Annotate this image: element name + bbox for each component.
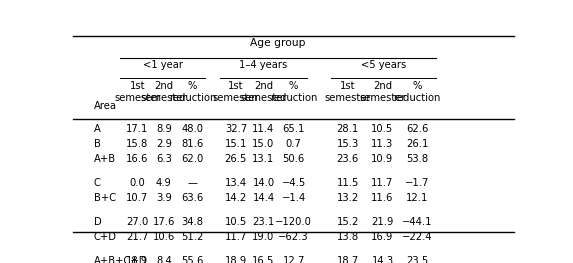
Text: −1.7: −1.7 xyxy=(405,178,429,188)
Text: 11.6: 11.6 xyxy=(371,193,394,203)
Text: 21.7: 21.7 xyxy=(126,232,148,242)
Text: —: — xyxy=(187,178,198,188)
Text: 21.9: 21.9 xyxy=(371,217,394,227)
Text: 18.7: 18.7 xyxy=(337,256,359,263)
Text: 16.5: 16.5 xyxy=(252,256,274,263)
Text: 13.8: 13.8 xyxy=(337,232,359,242)
Text: 15.8: 15.8 xyxy=(126,139,148,149)
Text: 23.5: 23.5 xyxy=(406,256,428,263)
Text: 28.1: 28.1 xyxy=(337,124,359,134)
Text: <1 year: <1 year xyxy=(143,60,183,70)
Text: 2.9: 2.9 xyxy=(156,139,172,149)
Text: 10.7: 10.7 xyxy=(126,193,148,203)
Text: 26.1: 26.1 xyxy=(406,139,428,149)
Text: 15.2: 15.2 xyxy=(337,217,359,227)
Text: 23.1: 23.1 xyxy=(252,217,274,227)
Text: %
reduction: % reduction xyxy=(168,81,216,103)
Text: 2nd
semester: 2nd semester xyxy=(240,81,286,103)
Text: 51.2: 51.2 xyxy=(181,232,203,242)
Text: A+B+C+D: A+B+C+D xyxy=(94,256,147,263)
Text: 12.1: 12.1 xyxy=(406,193,428,203)
Text: 62.6: 62.6 xyxy=(406,124,428,134)
Text: 53.8: 53.8 xyxy=(406,154,428,164)
Text: 14.3: 14.3 xyxy=(371,256,394,263)
Text: 63.6: 63.6 xyxy=(181,193,203,203)
Text: 3.9: 3.9 xyxy=(156,193,172,203)
Text: 1st
semester: 1st semester xyxy=(114,81,160,103)
Text: 34.8: 34.8 xyxy=(182,217,203,227)
Text: 8.4: 8.4 xyxy=(156,256,172,263)
Text: %
reduction: % reduction xyxy=(394,81,441,103)
Text: 18.9: 18.9 xyxy=(225,256,247,263)
Text: D: D xyxy=(94,217,101,227)
Text: Age group: Age group xyxy=(250,38,306,48)
Text: 32.7: 32.7 xyxy=(225,124,247,134)
Text: 11.4: 11.4 xyxy=(252,124,274,134)
Text: 13.4: 13.4 xyxy=(225,178,247,188)
Text: 19.0: 19.0 xyxy=(252,232,274,242)
Text: −22.4: −22.4 xyxy=(402,232,433,242)
Text: A+B: A+B xyxy=(94,154,116,164)
Text: 4.9: 4.9 xyxy=(156,178,172,188)
Text: −1.4: −1.4 xyxy=(281,193,306,203)
Text: 15.3: 15.3 xyxy=(337,139,359,149)
Text: 13.1: 13.1 xyxy=(252,154,274,164)
Text: 2nd
semester: 2nd semester xyxy=(359,81,406,103)
Text: 48.0: 48.0 xyxy=(182,124,203,134)
Text: 15.1: 15.1 xyxy=(225,139,247,149)
Text: 15.0: 15.0 xyxy=(252,139,274,149)
Text: 0.7: 0.7 xyxy=(286,139,301,149)
Text: 0.0: 0.0 xyxy=(129,178,145,188)
Text: 10.9: 10.9 xyxy=(371,154,394,164)
Text: 11.3: 11.3 xyxy=(371,139,394,149)
Text: 65.1: 65.1 xyxy=(282,124,305,134)
Text: 2nd
semester: 2nd semester xyxy=(141,81,187,103)
Text: 14.0: 14.0 xyxy=(252,178,274,188)
Text: 6.3: 6.3 xyxy=(156,154,172,164)
Text: −62.3: −62.3 xyxy=(278,232,309,242)
Text: 1st
semester: 1st semester xyxy=(213,81,259,103)
Text: 1–4 years: 1–4 years xyxy=(239,60,288,70)
Text: 23.6: 23.6 xyxy=(337,154,359,164)
Text: 10.5: 10.5 xyxy=(225,217,247,227)
Text: %
reduction: % reduction xyxy=(270,81,317,103)
Text: 27.0: 27.0 xyxy=(126,217,148,227)
Text: 16.6: 16.6 xyxy=(126,154,148,164)
Text: 17.6: 17.6 xyxy=(153,217,175,227)
Text: <5 years: <5 years xyxy=(360,60,406,70)
Text: 55.6: 55.6 xyxy=(181,256,203,263)
Text: 10.5: 10.5 xyxy=(371,124,394,134)
Text: A: A xyxy=(94,124,101,134)
Text: −44.1: −44.1 xyxy=(402,217,433,227)
Text: 17.1: 17.1 xyxy=(126,124,148,134)
Text: 26.5: 26.5 xyxy=(225,154,247,164)
Text: 11.7: 11.7 xyxy=(371,178,394,188)
Text: −4.5: −4.5 xyxy=(281,178,306,188)
Text: 10.6: 10.6 xyxy=(153,232,175,242)
Text: 11.5: 11.5 xyxy=(337,178,359,188)
Text: 14.2: 14.2 xyxy=(225,193,247,203)
Text: C+D: C+D xyxy=(94,232,117,242)
Text: 81.6: 81.6 xyxy=(181,139,203,149)
Text: 62.0: 62.0 xyxy=(181,154,203,164)
Text: 50.6: 50.6 xyxy=(282,154,305,164)
Text: 18.9: 18.9 xyxy=(126,256,148,263)
Text: B+C: B+C xyxy=(94,193,116,203)
Text: 8.9: 8.9 xyxy=(156,124,172,134)
Text: 13.2: 13.2 xyxy=(337,193,359,203)
Text: B: B xyxy=(94,139,101,149)
Text: 16.9: 16.9 xyxy=(371,232,394,242)
Text: 12.7: 12.7 xyxy=(282,256,305,263)
Text: 11.7: 11.7 xyxy=(225,232,247,242)
Text: 1st
semester: 1st semester xyxy=(324,81,371,103)
Text: 14.4: 14.4 xyxy=(252,193,274,203)
Text: Area: Area xyxy=(94,102,117,112)
Text: −120.0: −120.0 xyxy=(275,217,312,227)
Text: C: C xyxy=(94,178,101,188)
